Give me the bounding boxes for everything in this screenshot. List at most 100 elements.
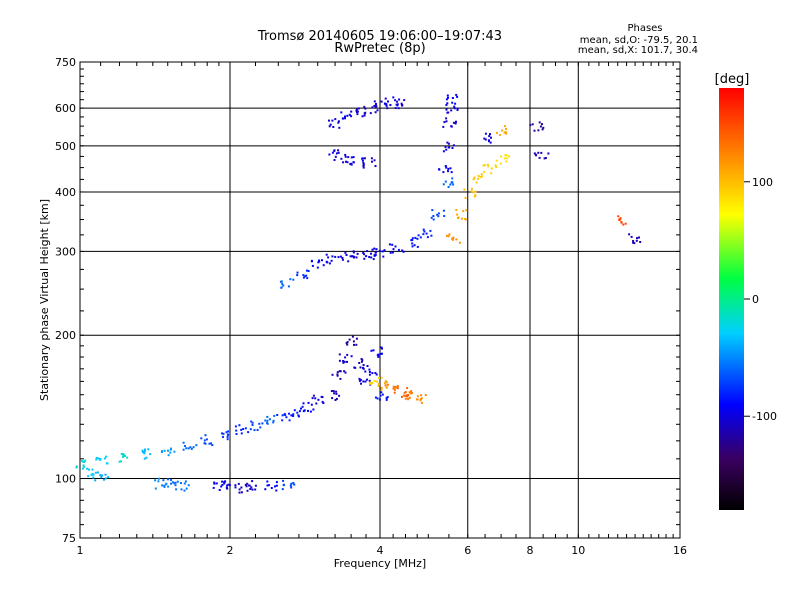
data-point — [361, 359, 364, 362]
data-point — [352, 340, 355, 343]
data-point — [373, 105, 376, 107]
data-point — [480, 173, 483, 176]
data-point — [329, 123, 332, 126]
data-point — [496, 131, 498, 134]
data-point — [302, 402, 305, 405]
data-point — [453, 107, 456, 110]
data-point — [437, 212, 440, 215]
data-point — [531, 123, 534, 126]
data-point — [369, 382, 371, 385]
data-point — [334, 155, 337, 158]
data-point — [416, 398, 419, 401]
data-point — [242, 428, 245, 430]
data-point — [92, 476, 95, 479]
data-point — [363, 105, 366, 108]
data-point — [144, 448, 146, 451]
data-point — [226, 484, 228, 487]
data-point — [182, 448, 185, 451]
data-point — [94, 479, 97, 482]
data-point — [500, 155, 503, 158]
data-point — [436, 213, 439, 216]
data-point — [348, 113, 351, 116]
data-point — [464, 218, 467, 220]
data-point — [173, 450, 176, 453]
data-point — [477, 177, 479, 180]
data-point — [392, 385, 395, 388]
data-point — [464, 196, 467, 199]
data-point — [544, 157, 547, 159]
data-point — [474, 194, 477, 197]
data-point — [442, 150, 445, 153]
data-point — [373, 159, 376, 162]
data-point — [381, 352, 383, 355]
y-tick-label: 400 — [55, 186, 76, 199]
data-point — [281, 488, 284, 491]
x-tick-label: 16 — [673, 544, 687, 557]
data-point — [447, 186, 450, 188]
data-point — [356, 113, 359, 116]
data-point — [455, 120, 457, 123]
data-point — [378, 383, 380, 386]
data-point — [238, 424, 241, 427]
data-point — [302, 274, 305, 277]
data-point — [373, 100, 376, 103]
data-point — [359, 366, 362, 369]
data-point — [309, 410, 312, 413]
data-point — [376, 380, 378, 383]
data-point — [336, 374, 339, 377]
data-point — [167, 485, 170, 488]
data-point — [541, 128, 544, 131]
data-point — [281, 419, 284, 422]
data-point — [222, 435, 224, 438]
data-point — [392, 96, 395, 99]
data-point — [346, 343, 349, 346]
data-point — [100, 476, 103, 479]
data-point — [377, 384, 380, 387]
data-point — [266, 419, 269, 422]
data-point — [635, 239, 638, 242]
data-point — [416, 395, 419, 398]
data-point — [501, 129, 504, 132]
data-point — [465, 209, 468, 212]
data-point — [636, 237, 638, 240]
stats-line-x: mean, sd,X: 101.7, 30.4 — [578, 45, 698, 56]
data-point — [373, 254, 376, 257]
data-point — [99, 474, 102, 477]
data-point — [244, 427, 247, 430]
data-point — [489, 133, 491, 136]
data-point — [226, 487, 229, 490]
data-point — [83, 461, 86, 463]
data-point — [312, 408, 315, 411]
data-point — [370, 256, 373, 259]
data-point — [398, 98, 401, 101]
data-point — [339, 370, 342, 373]
data-point — [333, 392, 336, 395]
data-point — [333, 149, 336, 152]
y-tick-label: 750 — [55, 56, 76, 69]
data-point — [174, 481, 177, 484]
data-point — [154, 487, 157, 490]
data-point — [384, 97, 387, 100]
data-point — [254, 484, 257, 487]
data-point — [167, 449, 169, 452]
y-tick-label: 200 — [55, 329, 76, 342]
data-point — [200, 437, 203, 440]
data-point — [366, 365, 369, 367]
data-point — [312, 394, 315, 397]
y-axis-label: Stationary phase Virtual Height [km] — [38, 199, 51, 401]
data-point — [163, 449, 166, 452]
data-point — [337, 256, 340, 259]
data-point — [246, 489, 249, 492]
data-point — [411, 237, 414, 240]
data-point — [392, 248, 395, 251]
data-point — [445, 104, 448, 106]
data-point — [203, 442, 206, 445]
data-point — [479, 176, 482, 179]
data-point — [424, 394, 427, 397]
data-point — [452, 236, 455, 239]
data-point — [334, 399, 337, 401]
data-point — [282, 284, 285, 287]
data-point — [321, 396, 324, 399]
data-point — [167, 478, 169, 481]
data-point — [343, 360, 346, 363]
